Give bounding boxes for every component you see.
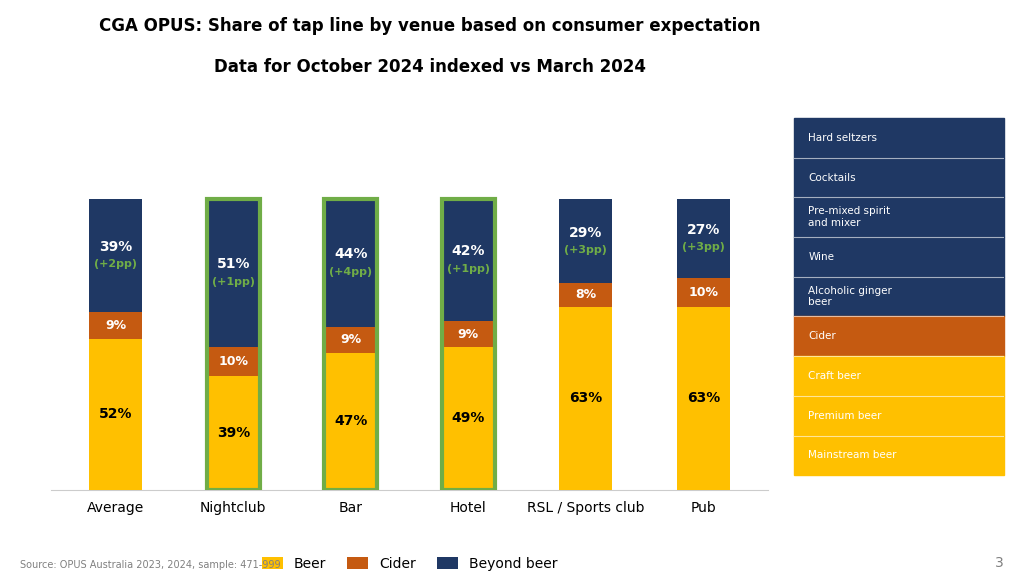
Bar xyxy=(325,327,377,353)
Bar xyxy=(677,278,730,306)
Bar xyxy=(207,199,260,347)
Bar xyxy=(89,339,142,490)
Text: Craft beer: Craft beer xyxy=(808,371,861,381)
Text: Pre-mixed spirit
and mixer: Pre-mixed spirit and mixer xyxy=(808,206,891,228)
Text: Alcoholic ginger
beer: Alcoholic ginger beer xyxy=(808,286,892,308)
Text: Mainstream beer: Mainstream beer xyxy=(808,450,897,460)
Bar xyxy=(442,321,495,347)
Text: Cocktails: Cocktails xyxy=(808,173,856,183)
Text: (+1pp): (+1pp) xyxy=(446,264,489,274)
Bar xyxy=(559,199,612,283)
Text: (+4pp): (+4pp) xyxy=(330,267,373,276)
Text: CGA OPUS: Share of tap line by venue based on consumer expectation: CGA OPUS: Share of tap line by venue bas… xyxy=(99,17,761,35)
Legend: Beer, Cider, Beyond beer: Beer, Cider, Beyond beer xyxy=(256,551,563,576)
Text: 29%: 29% xyxy=(569,225,602,240)
Bar xyxy=(794,435,1004,475)
Bar xyxy=(325,199,377,327)
Text: 10%: 10% xyxy=(218,355,249,368)
Text: 52%: 52% xyxy=(99,407,132,421)
Bar xyxy=(207,199,260,490)
Text: Data for October 2024 indexed vs March 2024: Data for October 2024 indexed vs March 2… xyxy=(214,58,646,75)
Text: Hard seltzers: Hard seltzers xyxy=(808,133,878,143)
Bar xyxy=(794,316,1004,356)
Bar xyxy=(207,376,260,490)
Text: 9%: 9% xyxy=(105,319,126,332)
Text: (+3pp): (+3pp) xyxy=(564,245,607,255)
Text: Wine: Wine xyxy=(808,252,835,262)
Bar xyxy=(794,277,1004,316)
Text: 63%: 63% xyxy=(569,391,602,405)
Bar xyxy=(794,237,1004,277)
Bar xyxy=(89,312,142,339)
Bar xyxy=(794,118,1004,158)
Bar xyxy=(442,199,495,321)
Bar xyxy=(677,306,730,490)
Text: 47%: 47% xyxy=(334,414,368,429)
Bar xyxy=(442,199,495,490)
Text: Premium beer: Premium beer xyxy=(808,411,882,420)
Bar xyxy=(794,356,1004,396)
Bar xyxy=(325,353,377,490)
Text: Cider: Cider xyxy=(808,331,836,342)
Text: Source: OPUS Australia 2023, 2024, sample: 471-999: Source: OPUS Australia 2023, 2024, sampl… xyxy=(20,560,282,570)
Bar xyxy=(559,306,612,490)
Text: 63%: 63% xyxy=(687,391,720,405)
Text: (+2pp): (+2pp) xyxy=(94,259,137,270)
Text: 9%: 9% xyxy=(458,328,479,340)
Bar xyxy=(794,396,1004,435)
Bar xyxy=(794,198,1004,237)
Bar xyxy=(89,199,142,312)
Bar xyxy=(677,199,730,278)
Text: 49%: 49% xyxy=(452,411,485,426)
Text: 3: 3 xyxy=(994,556,1004,570)
Text: 51%: 51% xyxy=(217,257,250,271)
Text: 10%: 10% xyxy=(688,286,719,298)
Text: 42%: 42% xyxy=(452,244,485,259)
Text: 39%: 39% xyxy=(217,426,250,440)
Text: (+3pp): (+3pp) xyxy=(682,242,725,252)
Text: 8%: 8% xyxy=(575,289,596,301)
Bar xyxy=(325,199,377,490)
Text: 44%: 44% xyxy=(334,247,368,262)
Bar xyxy=(794,158,1004,198)
Text: 27%: 27% xyxy=(687,222,720,237)
Text: 39%: 39% xyxy=(99,240,132,254)
Bar xyxy=(559,283,612,306)
Text: (+1pp): (+1pp) xyxy=(212,277,255,287)
Bar xyxy=(207,347,260,376)
Bar xyxy=(442,347,495,490)
Text: 9%: 9% xyxy=(340,334,361,347)
